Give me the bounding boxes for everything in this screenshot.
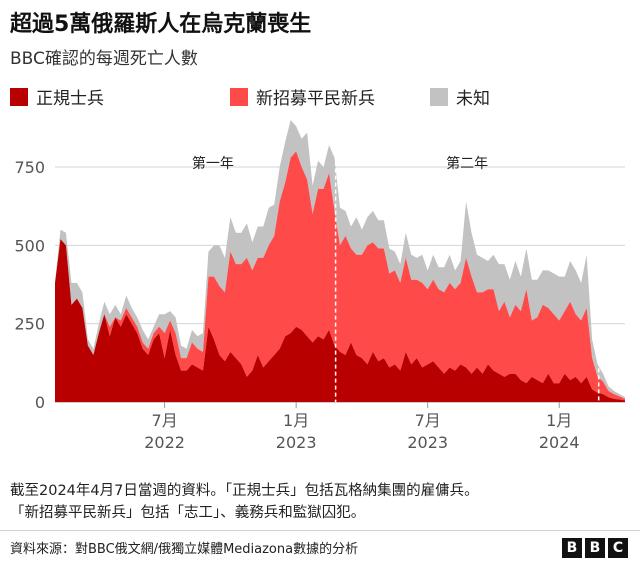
y-tick-label: 250 [14, 315, 45, 334]
legend-swatch-recruits [230, 87, 248, 106]
legend-label-unknown: 未知 [456, 89, 490, 109]
bbc-logo-letter: C [608, 538, 628, 558]
footnote: 截至2024年4月7日當週的資料。「正規士兵」包括瓦格納集團的雇傭兵。 「新招募… [10, 480, 630, 524]
x-tick-month: 7月 [415, 411, 441, 430]
bbc-logo-letter: B [562, 538, 582, 558]
legend-label-recruits: 新招募平民新兵 [256, 89, 375, 109]
legend-swatch-unknown [430, 87, 448, 106]
x-tick-month: 1月 [283, 411, 309, 430]
year-annotation: 第一年 [192, 155, 234, 172]
x-tick-year: 2023 [276, 433, 317, 452]
footnote-line-2: 「新招募平民新兵」包括「志工」、義務兵和監獄囚犯。 [10, 505, 366, 521]
x-tick-year: 2022 [144, 433, 185, 452]
chart-subtitle: BBC確認的每週死亡人數 [10, 49, 198, 69]
year-annotation: 第二年 [446, 155, 488, 172]
x-tick-month: 7月 [152, 411, 178, 430]
legend-item-recruits: 新招募平民新兵 [230, 84, 375, 109]
area-recruits [55, 151, 625, 401]
bbc-logo: B B C [562, 538, 628, 558]
chart-title: 超過5萬俄羅斯人在烏克蘭喪生 [10, 12, 312, 37]
stacked-area-chart: 0 250 500 750 第一年 第二年 7月 2022 1月 2023 7月 2023 1月 2024 [14, 120, 625, 452]
x-tick-year: 2024 [539, 433, 580, 452]
x-tick-month: 1月 [546, 411, 572, 430]
legend-swatch-regular [10, 87, 28, 106]
source-text: 資料來源：對BBC俄文網/俄獨立媒體Mediazona數據的分析 [10, 542, 359, 557]
legend-label-regular: 正規士兵 [36, 89, 104, 109]
y-tick-label: 0 [35, 393, 45, 412]
y-tick-label: 750 [14, 158, 45, 177]
area-regular-soldiers [55, 239, 625, 402]
bbc-logo-letter: B [585, 538, 605, 558]
footnote-line-1: 截至2024年4月7日當週的資料。「正規士兵」包括瓦格納集團的雇傭兵。 [10, 483, 479, 499]
legend-item-unknown: 未知 [430, 84, 490, 109]
y-tick-label: 500 [14, 236, 45, 255]
legend-item-regular: 正規士兵 [10, 84, 104, 109]
footer-divider [0, 530, 640, 531]
x-tick-year: 2023 [407, 433, 448, 452]
legend: 正規士兵 新招募平民新兵 未知 [10, 84, 630, 109]
